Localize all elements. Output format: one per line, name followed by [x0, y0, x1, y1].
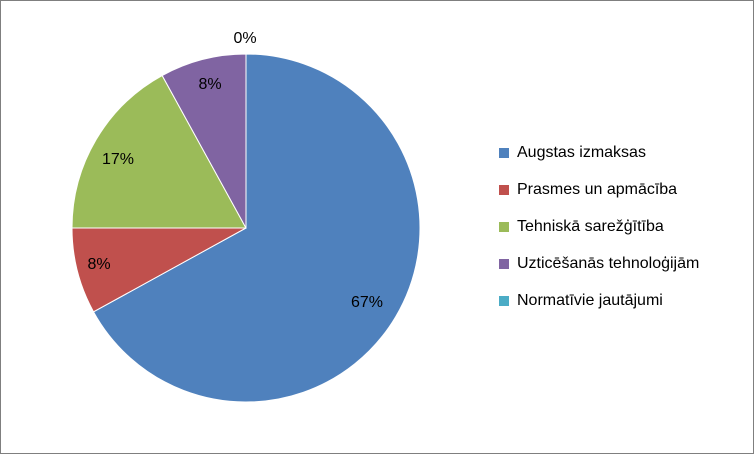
data-label-2: 8%: [87, 256, 110, 273]
pie-slice-4: [161, 53, 247, 229]
pie-slice-3: [71, 74, 247, 229]
data-label-5: 0%: [233, 30, 256, 47]
data-label-1: 67%: [351, 294, 383, 311]
legend-label-5: Normatīvie jautājumi: [517, 292, 663, 309]
data-label-4: 8%: [198, 76, 221, 93]
legend-label-2: Prasmes un apmācība: [517, 181, 677, 198]
pie-slices: [71, 53, 421, 403]
legend-swatch-5: [499, 296, 509, 306]
pie-slice-1: [92, 53, 421, 403]
legend: Augstas izmaksas Prasmes un apmācība Tehni…: [499, 144, 699, 309]
legend-label-4: Uzticēšanās tehnoloģijām: [517, 254, 699, 272]
legend-swatch-2: [499, 185, 509, 195]
legend-label-1: Augstas izmaksas: [517, 144, 646, 161]
legend-swatch-1: [499, 148, 509, 158]
legend-swatch-3: [499, 222, 509, 232]
legend-swatch-4: [499, 259, 509, 269]
data-label-3: 17%: [102, 151, 134, 168]
data-labels: 67% 8% 17% 8% 0%: [87, 30, 383, 311]
legend-label-3: Tehniskā sarežģītība: [517, 217, 664, 235]
